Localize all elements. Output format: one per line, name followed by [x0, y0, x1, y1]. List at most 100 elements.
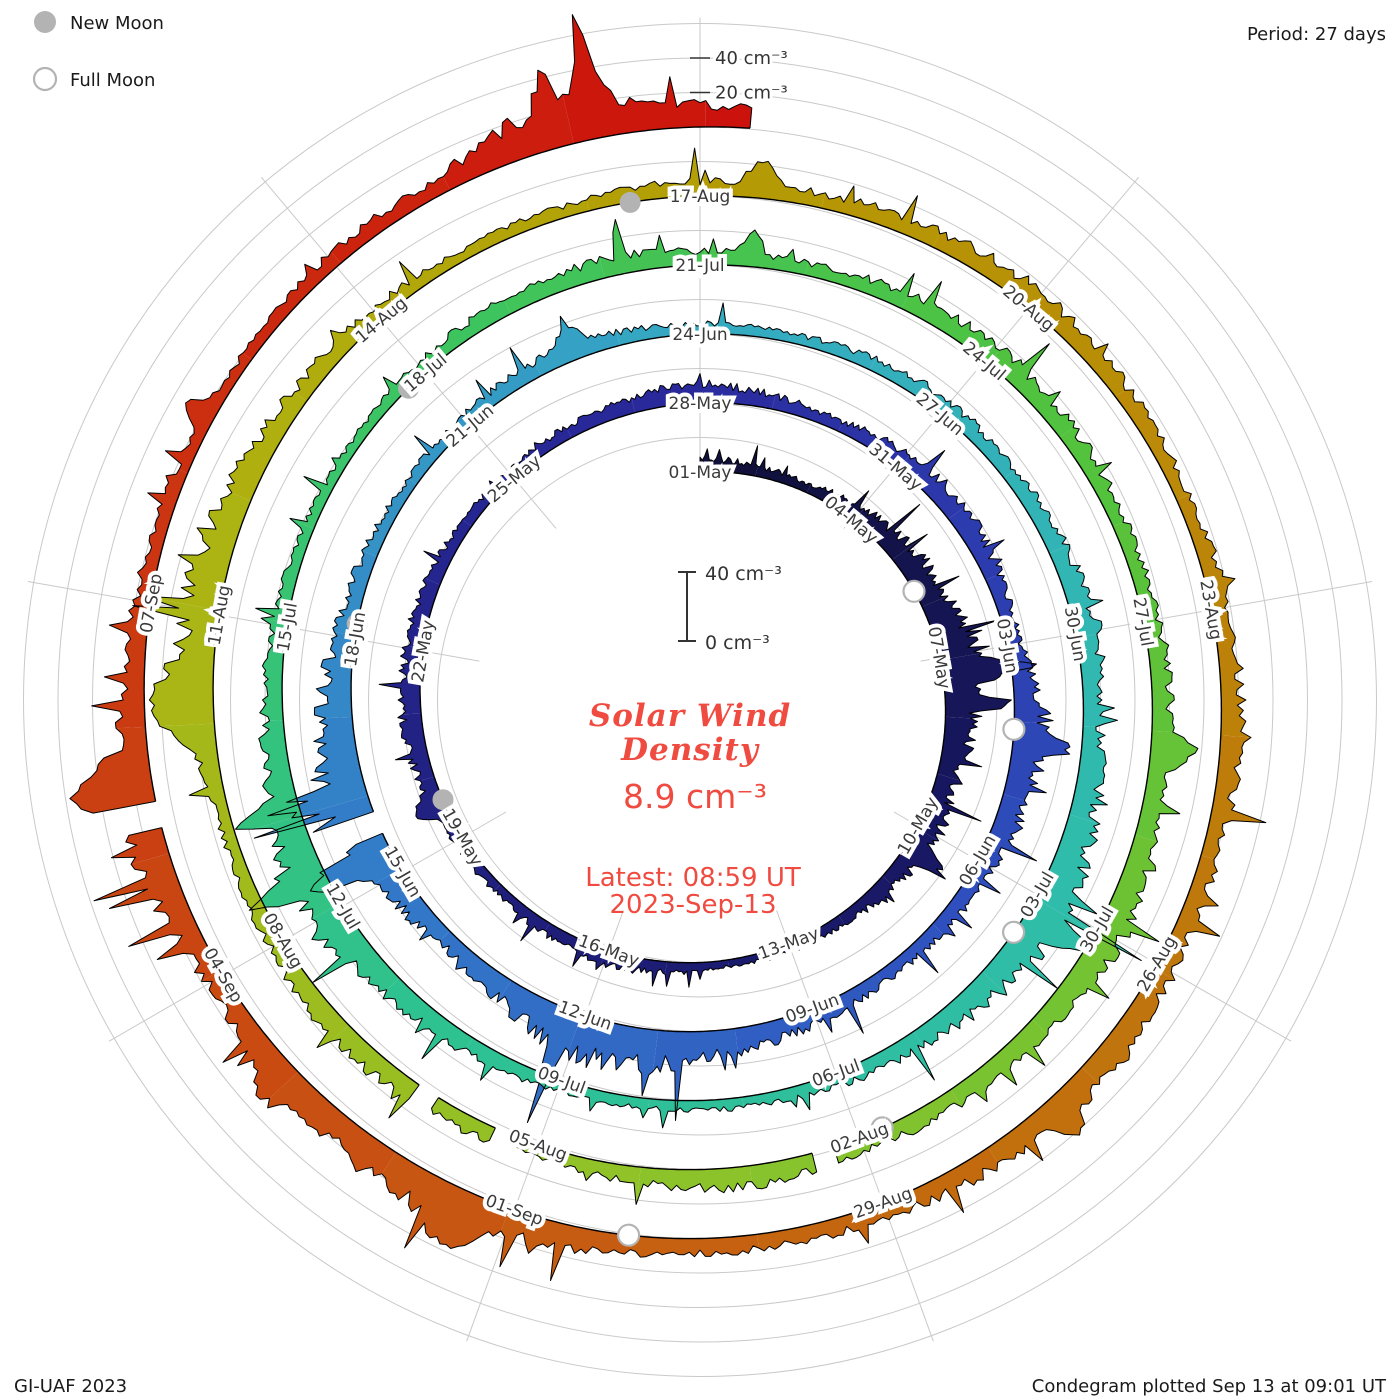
new-moon-marker	[398, 377, 420, 399]
density-fill-segment	[423, 519, 472, 585]
density-fill-segment	[451, 834, 501, 892]
density-fill-segment	[462, 470, 517, 527]
chart-title-line1: Solar Wind	[589, 698, 791, 734]
density-fill-segment	[1201, 735, 1266, 860]
density-fill-segment	[374, 868, 450, 941]
density-fill-segment	[420, 300, 511, 370]
density-fill-segment	[137, 469, 188, 598]
density-fill-segment	[869, 356, 951, 416]
date-label: 05-Aug	[506, 1126, 570, 1166]
grid-spoke	[893, 811, 1292, 1042]
density-fill-segment	[332, 550, 377, 636]
density-fill-segment	[838, 421, 910, 469]
density-fill-segment	[475, 200, 590, 252]
spiral-baseline	[438, 1097, 496, 1129]
density-fill-segment	[310, 833, 402, 893]
date-label: 09-Jun	[783, 990, 842, 1028]
density-fill-segment	[985, 575, 1022, 649]
scale-bar-top-label: 40 cm⁻³	[705, 563, 782, 585]
density-outline	[69, 14, 753, 814]
density-fill-segment	[757, 1204, 883, 1251]
density-fill-segment	[1115, 389, 1192, 500]
density-fill-segment	[267, 716, 368, 818]
density-fill-segment	[545, 923, 607, 970]
density-fill-segment	[821, 186, 940, 248]
density-fill-segment	[948, 507, 1005, 580]
density-fill-segment	[932, 232, 1045, 312]
density-fill-segment	[742, 1074, 836, 1110]
density-fill-segment	[805, 261, 915, 309]
density-fill-segment	[982, 897, 1142, 996]
full-moon-label: Full Moon	[70, 70, 155, 91]
density-fill-segment	[806, 483, 869, 521]
full-moon-marker	[902, 579, 926, 603]
density-fill-segment	[916, 773, 981, 841]
density-fill-segment	[226, 392, 307, 501]
density-fill-segment	[1113, 522, 1163, 627]
density-fill-segment	[493, 884, 550, 941]
density-fill-segment	[1153, 855, 1220, 981]
density-fill-segment	[289, 437, 362, 529]
density-outline	[431, 1097, 496, 1143]
density-fill-segment	[466, 1037, 558, 1091]
date-label: 06-Jul	[809, 1056, 862, 1092]
density-fill-segment	[586, 148, 706, 211]
density-fill-segment	[987, 343, 1075, 438]
density-fill-layer	[69, 14, 1266, 1281]
density-fill-segment	[1008, 646, 1054, 723]
outer-scale-label: 40 cm⁻³	[715, 48, 788, 69]
date-label: 28-May	[669, 394, 732, 414]
density-fill-segment	[443, 70, 574, 190]
density-fill-segment	[221, 834, 281, 945]
density-fill-segment	[876, 923, 944, 982]
density-fill-segment	[652, 1028, 738, 1121]
density-fill-segment	[431, 1097, 496, 1143]
density-fill-segment	[630, 1234, 759, 1258]
density-fill-segment	[878, 1147, 998, 1220]
period-label: Period: 27 days	[1247, 24, 1386, 45]
density-fill-segment	[913, 971, 1007, 1048]
density-fill-segment	[1094, 834, 1159, 945]
date-label: 17-Aug	[670, 187, 731, 207]
density-fill-segment	[882, 827, 946, 884]
new-moon-icon	[34, 11, 56, 33]
density-fill-segment	[1144, 623, 1175, 733]
date-label: 25-May	[484, 451, 545, 507]
new-moon-marker	[432, 789, 454, 811]
density-fill-segment	[648, 1097, 744, 1128]
new-moon-label: New Moon	[70, 13, 164, 34]
density-fill-segment	[1081, 968, 1175, 1085]
density-fill-segment	[1032, 296, 1125, 397]
density-fill-segment	[142, 492, 251, 611]
density-fill-segment	[599, 219, 705, 279]
density-fill-segment	[259, 618, 288, 721]
density-fill-segment	[497, 980, 583, 1123]
chart-title-line2: Density	[620, 732, 760, 768]
density-fill-segment	[786, 915, 845, 952]
latest-date-label: 2023-Sep-13	[609, 890, 776, 920]
spiral-baseline	[161, 195, 1223, 1240]
new-moon-marker	[346, 613, 368, 635]
density-fill-segment	[892, 534, 959, 607]
scale-bar-bottom-label: 0 cm⁻³	[705, 632, 770, 654]
density-fill-segment	[383, 978, 474, 1059]
full-moon-marker	[1001, 920, 1026, 944]
density-fill-segment	[703, 303, 791, 343]
density-fill-segment	[1032, 932, 1120, 1035]
full-moon-marker	[616, 1223, 641, 1247]
density-fill-segment	[788, 333, 877, 370]
density-outline	[234, 219, 1199, 1164]
density-fill-segment	[510, 426, 572, 477]
density-fill-segment	[1035, 814, 1142, 961]
density-fill-segment	[700, 445, 758, 477]
latest-density-value: 8.9 cm⁻³	[623, 777, 767, 816]
density-fill-segment	[69, 726, 156, 814]
moon-marker-layer	[346, 191, 1026, 1247]
density-fill-segment	[988, 1067, 1100, 1163]
spiral-baseline	[143, 126, 751, 802]
density-outline	[516, 1138, 818, 1205]
density-fill-segment	[1069, 726, 1108, 824]
density-fill-segment	[600, 949, 667, 986]
density-fill-segment	[331, 176, 450, 264]
